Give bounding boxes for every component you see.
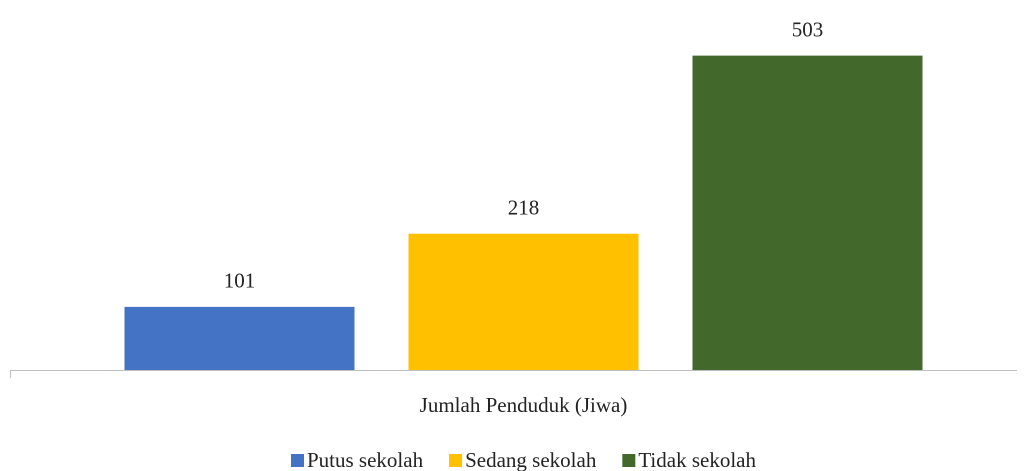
- legend-label: Putus sekolah: [307, 448, 424, 471]
- bar: [124, 306, 355, 370]
- bar: [692, 55, 923, 370]
- legend-swatch: [291, 454, 305, 467]
- data-label: 101: [224, 269, 256, 293]
- legend-swatch: [449, 454, 463, 467]
- bar: [408, 233, 639, 370]
- data-label: 503: [792, 17, 824, 41]
- data-label: 218: [508, 196, 540, 220]
- legend-swatch: [622, 454, 636, 467]
- legend-label: Sedang sekolah: [465, 448, 597, 471]
- legend-label: Tidak sekolah: [638, 448, 756, 471]
- x-tick-label: Jumlah Penduduk (Jiwa): [420, 393, 628, 417]
